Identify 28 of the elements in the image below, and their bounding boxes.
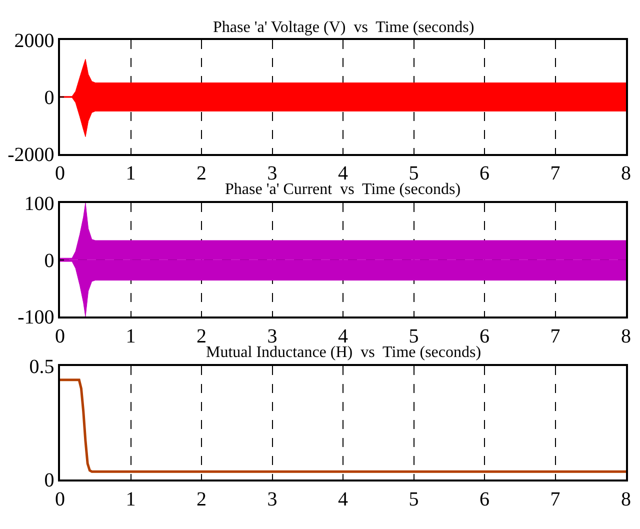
y-tick-label: 0.5 — [29, 356, 54, 378]
x-tick-label: 3 — [267, 488, 278, 510]
y-tick-label: -2000 — [8, 144, 54, 166]
x-tick-label: 5 — [408, 488, 419, 510]
y-tick-label: 2000 — [14, 30, 54, 52]
x-tick-label: 8 — [621, 488, 631, 510]
x-tick-label: 1 — [126, 162, 136, 185]
x-tick-label: 7 — [550, 325, 560, 348]
x-tick-label: 2 — [196, 488, 206, 510]
y-tick-label: 100 — [24, 192, 54, 215]
x-tick-label: 6 — [480, 325, 490, 348]
y-tick-label: 0 — [44, 470, 54, 492]
x-tick-label: 7 — [550, 162, 560, 185]
x-tick-label: 1 — [126, 488, 136, 510]
x-tick-label: 6 — [480, 162, 490, 185]
y-tick-label: 0 — [44, 250, 54, 272]
x-tick-label: 7 — [550, 488, 560, 510]
y-tick-label: -100 — [18, 306, 54, 329]
chart-title: Phase 'a' Voltage (V) vs Time (seconds) — [213, 19, 474, 36]
x-tick-label: 4 — [338, 488, 348, 510]
x-tick-label: 8 — [621, 325, 631, 348]
x-tick-label: 8 — [621, 162, 631, 185]
line-series — [60, 378, 626, 473]
x-tick-label: 2 — [196, 162, 206, 185]
x-tick-label: 6 — [480, 488, 490, 510]
x-tick-label: 1 — [126, 325, 136, 348]
x-tick-label: 2 — [196, 325, 206, 348]
y-tick-label: 0 — [44, 86, 54, 109]
